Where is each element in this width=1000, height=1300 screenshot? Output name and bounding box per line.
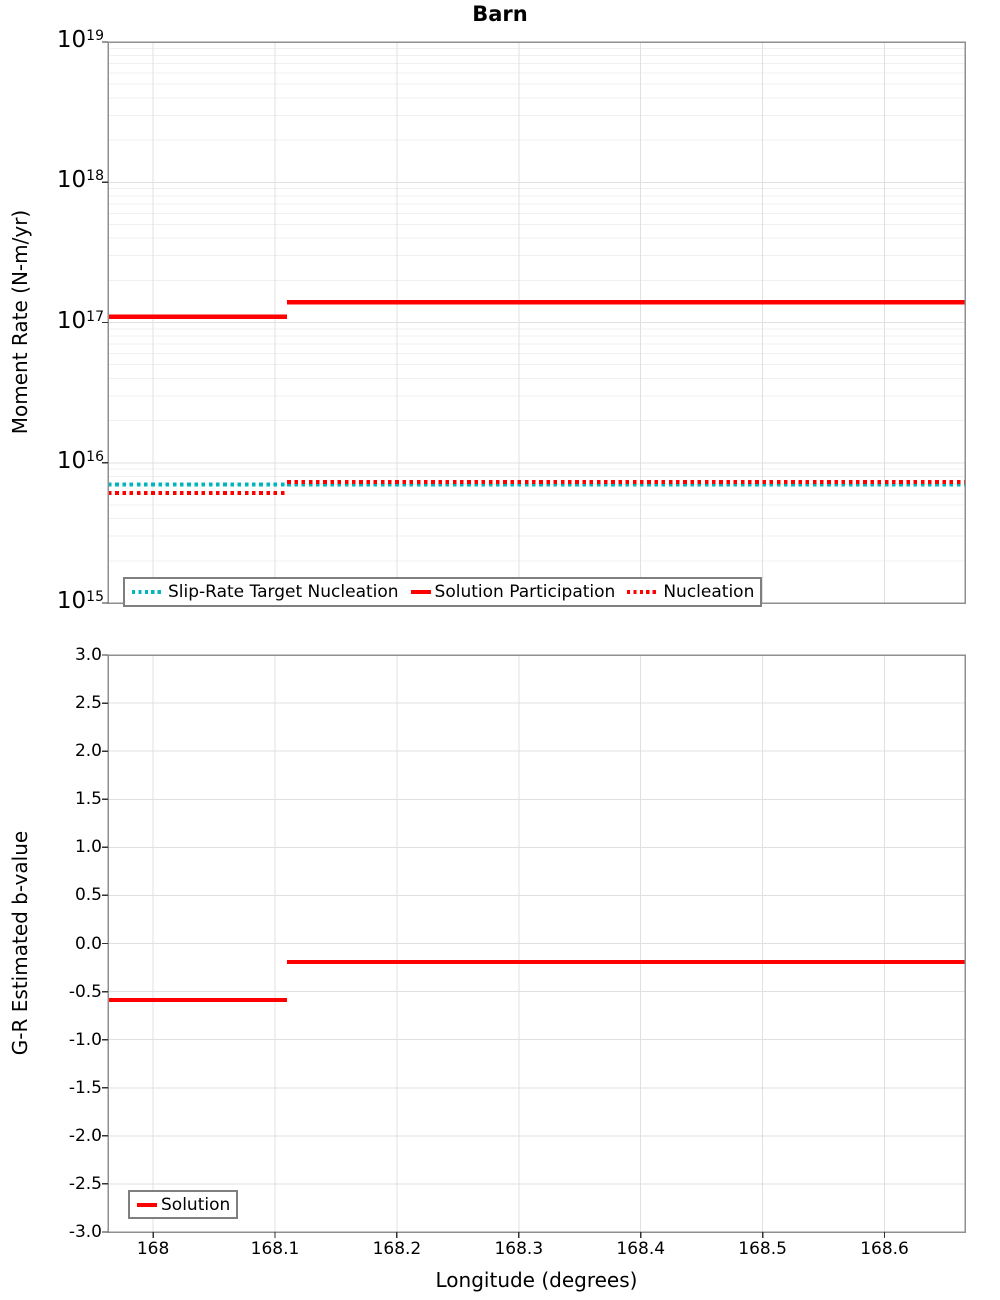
legend-marker-line: [627, 590, 660, 594]
chart-title: Barn: [472, 2, 528, 26]
y-tick-label: -2.0: [68, 1125, 102, 1146]
legend-entry: Solution Participation: [410, 582, 616, 602]
y-tick-label: 2.0: [74, 741, 102, 762]
y-tick-label: 3.0: [74, 645, 102, 665]
x-tick-label: 168.2: [372, 1239, 422, 1259]
legend-marker-line: [132, 590, 164, 594]
y-tick-label: 1.0: [74, 837, 102, 858]
y-tick-label: 2.5: [74, 693, 102, 714]
y-tick-label: -0.5: [68, 981, 102, 1002]
x-tick-label: 168.1: [250, 1239, 300, 1259]
bottom-y-axis-title: G-R Estimated b-value: [8, 830, 32, 1056]
bottom-legend: Solution: [128, 1190, 239, 1219]
x-tick-label: 168.4: [616, 1239, 666, 1259]
x-tick-label: 168: [136, 1239, 170, 1259]
legend-entry-label: Solution Participation: [434, 582, 616, 602]
legend-entry-label: Nucleation: [663, 582, 755, 602]
legend-entry: Solution: [136, 1195, 230, 1215]
y-tick-exponent-label: 1018: [56, 167, 104, 194]
y-tick-label: -1.5: [68, 1077, 102, 1098]
top-y-axis-title: Moment Rate (N-m/yr): [8, 209, 32, 435]
legend-entry-label: Slip-Rate Target Nucleation: [168, 582, 399, 602]
y-tick-exponent-label: 1017: [56, 307, 104, 334]
y-tick-exponent-label: 1016: [56, 447, 104, 474]
y-tick-label: -2.5: [68, 1173, 102, 1194]
y-tick-label: 0.0: [74, 933, 102, 954]
y-tick-label: 1.5: [74, 789, 102, 810]
legend-entry: Slip-Rate Target Nucleation: [131, 582, 399, 602]
y-tick-label: -1.0: [68, 1029, 102, 1050]
x-tick-label: 168.6: [860, 1239, 909, 1259]
legend-marker-line: [137, 1202, 157, 1207]
legend-entry: Nucleation: [626, 582, 754, 602]
x-axis-title: Longitude (degrees): [435, 1268, 638, 1292]
y-tick-exponent-label: 1019: [56, 27, 104, 53]
x-tick-label: 168.3: [494, 1239, 544, 1259]
y-tick-label: -3.0: [68, 1222, 102, 1242]
x-tick-label: 168.5: [738, 1239, 787, 1259]
legend-entry-label: Solution: [161, 1194, 231, 1215]
top-legend: Slip-Rate Target Nucleation Solution Part…: [123, 577, 763, 607]
y-tick-label: 0.5: [74, 885, 102, 906]
legend-marker-line: [410, 590, 431, 594]
y-tick-exponent-label: 1015: [56, 588, 104, 614]
